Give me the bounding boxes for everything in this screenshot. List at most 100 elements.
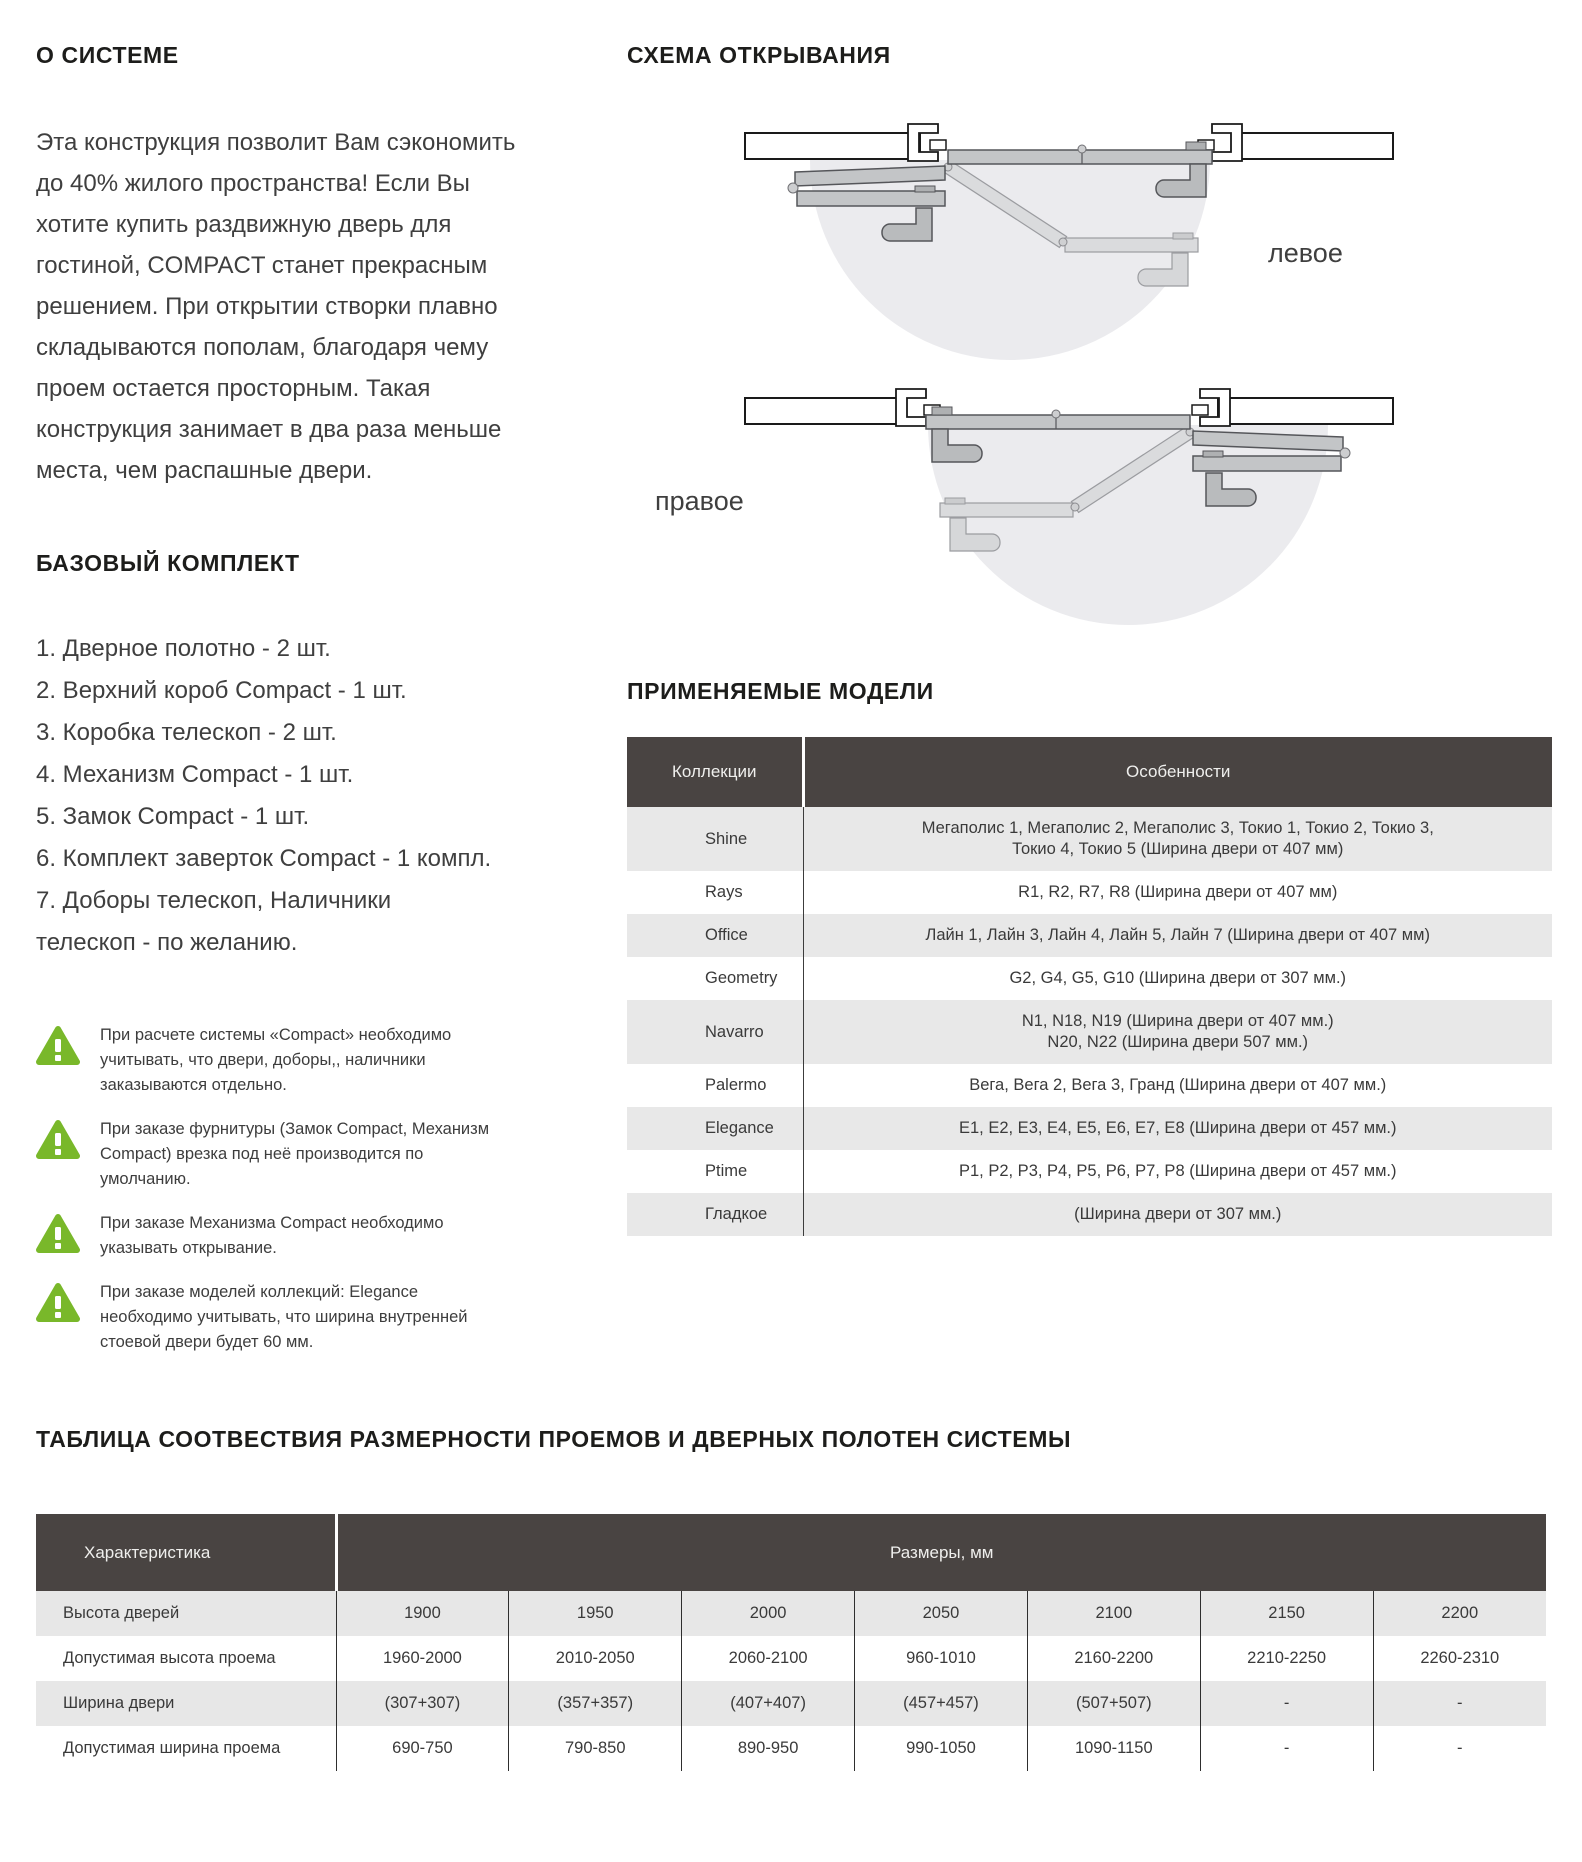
warning-text: При расчете системы «Compact» необходимо… [100,1026,452,1094]
kit-list: 1. Дверное полотно - 2 шт. 2. Верхний ко… [36,628,596,964]
models-row: Palermo Вега, Вега 2, Вега 3, Гранд (Шири… [627,1064,1552,1107]
kit-list-item: 6. Комплект заверток Compact - 1 компл. [36,845,492,872]
size-value: - [1457,1739,1463,1757]
models-header-row: Коллекции Особенности [627,737,1552,807]
size-value: 1950 [508,1591,683,1636]
about-paragraph: Эта конструкция позволит Вам сэкономить … [36,129,516,484]
sizes-row: Допустимая ширина проема 690-750 790-850… [36,1726,1546,1771]
size-value: (507+507) [1027,1681,1201,1726]
collection-features: Вега, Вега 2, Вега 3, Гранд (Ширина двер… [969,1076,1387,1094]
collection-name: Rays [627,871,804,914]
size-value: 890-950 [681,1726,856,1771]
collection-name: Geometry [627,957,804,1000]
collection-name: Navarro [627,1000,804,1064]
size-value: 2000 [681,1591,856,1636]
models-row: Elegance E1, E2, E3, E4, E5, E6, E7, E8 (… [627,1107,1552,1150]
collection-features: R1, R2, R7, R8 (Ширина двери от 407 мм) [1018,883,1338,901]
size-value: 2160-2200 [1027,1636,1201,1681]
kit-list-item: 1. Дверное полотно - 2 шт. [36,635,331,662]
warning-triangle-icon [36,1026,80,1065]
collection-features: N1, N18, N19 (Ширина двери от 407 мм.) N… [803,1000,1552,1064]
sizes-heading: ТАБЛИЦА СООТВЕСТВИЯ РАЗМЕРНОСТИ ПРОЕМОВ … [36,1426,1072,1452]
size-value: 790-850 [508,1726,683,1771]
warning-item: При заказе моделей коллекций: Elegance н… [36,1279,581,1355]
collection-features: Мегаполис 1, Мегаполис 2, Мегаполис 3, Т… [803,807,1552,871]
models-row: Гладкое (Ширина двери от 307 мм.) [627,1193,1552,1236]
kit-list-item: 5. Замок Compact - 1 шт. [36,803,310,830]
collection-features: Лайн 1, Лайн 3, Лайн 4, Лайн 5, Лайн 7 (… [803,914,1552,957]
collection-name: Palermo [627,1064,804,1107]
collection-features: (Ширина двери от 307 мм.) [803,1193,1552,1236]
size-value: (457+457) [854,1681,1028,1726]
models-table: Коллекции Особенности Shine Мегаполис 1, … [627,737,1552,1236]
collection-name: Elegance [627,1107,804,1150]
sizes-row: Допустимая высота проема 1960-2000 2010-… [36,1636,1546,1681]
models-row: Navarro N1, N18, N19 (Ширина двери от 407… [627,1000,1552,1064]
about-heading: О СИСТЕМЕ [36,42,179,68]
size-value: 960-1010 [854,1636,1028,1681]
size-value: 2010-2050 [508,1636,683,1681]
warning-triangle-icon [36,1120,80,1159]
size-value: 2210-2250 [1200,1636,1374,1681]
warning-text: При заказе фурнитуры (Замок Compact, Мех… [100,1120,490,1188]
size-value: 2200 [1373,1591,1546,1636]
size-value: 2260-2310 [1420,1649,1500,1667]
size-value: 690-750 [336,1726,510,1771]
warning-triangle-icon [36,1214,80,1253]
models-row: Shine Мегаполис 1, Мегаполис 2, Мегаполис… [627,807,1552,871]
kit-list-item: 3. Коробка телескоп - 2 шт. [36,719,337,746]
warning-item: При расчете системы «Compact» необходимо… [36,1022,581,1098]
size-value: 990-1050 [854,1726,1028,1771]
size-value: (307+307) [336,1681,510,1726]
size-value: 2100 [1027,1591,1201,1636]
models-col-collections: Коллекции [627,737,805,807]
collection-features: E1, E2, E3, E4, E5, E6, E7, E8 (Ширина д… [803,1107,1552,1150]
models-col-features: Особенности [803,737,1552,807]
size-value: 2060-2100 [681,1636,856,1681]
warning-item: При заказе Механизма Compact необходимо … [36,1210,581,1261]
models-row: Ptime P1, P2, P3, P4, P5, P6, P7, P8 (Шир… [627,1150,1552,1193]
size-row-label: Допустимая высота проема [36,1636,337,1681]
label-left-opening: левое [1268,238,1343,268]
size-row-label: Допустимая ширина проема [36,1726,337,1771]
diagram-right-opening [744,388,1394,626]
kit-heading: БАЗОВЫЙ КОМПЛЕКТ [36,550,300,576]
collection-name: Гладкое [627,1193,804,1236]
warning-item: При заказе фурнитуры (Замок Compact, Мех… [36,1116,581,1192]
warnings-block: При расчете системы «Compact» необходимо… [36,1022,581,1355]
label-right-opening: правое [655,486,744,516]
size-row-label: Высота дверей [36,1591,337,1636]
size-value: 1090-1150 [1027,1726,1201,1771]
scheme-heading: СХЕМА ОТКРЫВАНИЯ [627,42,891,68]
warning-text: При заказе Механизма Compact необходимо … [100,1214,444,1257]
opening-scheme-diagram: левое правое [655,123,1394,626]
collection-name: Shine [627,807,804,871]
kit-list-item: 4. Механизм Compact - 1 шт. [36,761,354,788]
size-value: 2050 [854,1591,1028,1636]
collection-features: G2, G4, G5, G10 (Ширина двери от 307 мм.… [1009,969,1347,987]
sizes-col-dimensions: Размеры, мм [336,1514,1546,1591]
sizes-table: Характеристика Размеры, мм Высота дверей… [36,1514,1546,1771]
sizes-row: Высота дверей 1900 1950 2000 2050 2100 2… [36,1591,1546,1636]
sizes-row: Ширина двери (307+307) (357+357) (407+40… [36,1681,1546,1726]
size-value: - [1200,1726,1374,1771]
collection-name: Office [627,914,804,957]
size-value: - [1373,1681,1546,1726]
sizes-header-row: Характеристика Размеры, мм [36,1514,1546,1591]
collection-name: Ptime [627,1150,804,1193]
size-value: - [1200,1681,1374,1726]
size-value: 1960-2000 [336,1636,510,1681]
models-row: Office Лайн 1, Лайн 3, Лайн 4, Лайн 5, Ла… [627,914,1552,957]
sizes-col-characteristic: Характеристика [36,1514,338,1591]
models-row: Geometry G2, G4, G5, G10 (Ширина двери от… [627,957,1552,1000]
kit-list-item: 7. Доборы телескоп, Наличники телескоп -… [36,887,392,956]
models-heading: ПРИМЕНЯЕМЫЕ МОДЕЛИ [627,678,934,704]
size-row-label: Ширина двери [36,1681,337,1726]
size-value: (407+407) [681,1681,856,1726]
kit-list-item: 2. Верхний короб Compact - 1 шт. [36,677,407,704]
models-row: Rays R1, R2, R7, R8 (Ширина двери от 407 … [627,871,1552,914]
collection-features: P1, P2, P3, P4, P5, P6, P7, P8 (Ширина д… [958,1162,1397,1180]
warning-triangle-icon [36,1283,80,1322]
size-value: (357+357) [508,1681,683,1726]
